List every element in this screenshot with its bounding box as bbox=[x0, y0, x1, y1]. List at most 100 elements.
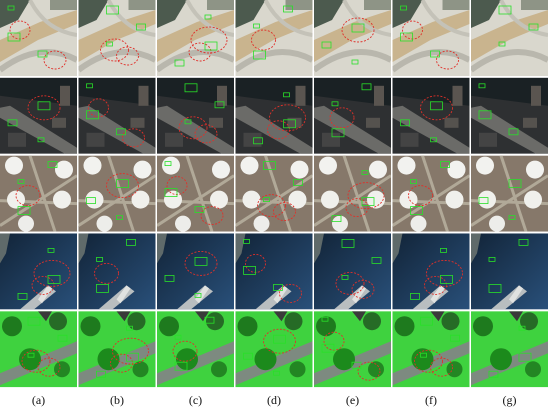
missed-detection-circle bbox=[341, 17, 375, 43]
detection-box bbox=[283, 119, 296, 129]
image-tile bbox=[314, 311, 391, 388]
detection-box bbox=[440, 247, 447, 253]
detection-box bbox=[273, 370, 280, 376]
missed-detection-circle bbox=[257, 194, 286, 218]
detection-box bbox=[174, 59, 185, 67]
detection-box bbox=[96, 370, 106, 378]
detection-box bbox=[253, 50, 266, 60]
missed-detection-circle bbox=[112, 337, 149, 365]
detection-box bbox=[17, 206, 31, 216]
image-tile bbox=[393, 0, 470, 76]
missed-detection-circle bbox=[351, 279, 375, 299]
aerial-image bbox=[392, 311, 470, 388]
missed-detection-circle bbox=[37, 357, 61, 377]
detection-box bbox=[136, 23, 146, 31]
missed-detection-circle bbox=[424, 275, 447, 295]
image-tile bbox=[157, 0, 234, 76]
detection-box bbox=[116, 128, 126, 136]
image-tile bbox=[79, 0, 156, 76]
detection-box bbox=[400, 5, 407, 11]
detection-box bbox=[204, 41, 218, 51]
missed-detection-circle bbox=[267, 120, 290, 140]
missed-detection-circle bbox=[43, 50, 67, 70]
detection-box bbox=[488, 283, 502, 293]
missed-detection-circle bbox=[110, 353, 133, 373]
image-tile bbox=[314, 0, 391, 76]
aerial-image bbox=[236, 0, 313, 76]
aerial-image bbox=[78, 155, 156, 232]
detection-box bbox=[361, 170, 369, 176]
detection-box bbox=[321, 316, 329, 322]
image-tile bbox=[78, 233, 156, 310]
image-tile bbox=[0, 155, 77, 232]
image-tile bbox=[471, 233, 548, 310]
aerial-image bbox=[314, 155, 391, 232]
aerial-image bbox=[314, 311, 391, 388]
aerial-image bbox=[471, 311, 548, 388]
detection-box bbox=[37, 101, 51, 111]
detection-box bbox=[478, 197, 489, 205]
image-tile bbox=[392, 77, 470, 154]
detection-box bbox=[96, 283, 109, 293]
detection-box bbox=[164, 274, 175, 282]
detection-box bbox=[410, 206, 423, 216]
missed-detection-circle bbox=[172, 340, 198, 362]
aerial-image bbox=[392, 155, 470, 232]
image-tile bbox=[471, 155, 548, 232]
missed-detection-circle bbox=[27, 95, 61, 121]
missed-detection-circle bbox=[100, 38, 129, 62]
detection-box bbox=[331, 128, 345, 138]
missed-detection-circle bbox=[335, 271, 365, 295]
detection-box bbox=[243, 265, 256, 275]
detection-box bbox=[400, 32, 413, 42]
missed-detection-circle bbox=[430, 357, 453, 377]
missed-detection-circle bbox=[122, 128, 145, 148]
detection-box bbox=[508, 179, 522, 189]
detection-box bbox=[214, 101, 225, 109]
aerial-image bbox=[0, 155, 77, 232]
missed-detection-circle bbox=[116, 46, 139, 66]
detection-box bbox=[57, 334, 68, 342]
detection-box bbox=[204, 14, 212, 20]
aerial-image bbox=[471, 155, 548, 232]
aerial-image bbox=[471, 77, 548, 154]
image-tile bbox=[314, 155, 391, 232]
image-tile bbox=[236, 0, 313, 76]
detection-box bbox=[106, 5, 119, 15]
detection-box bbox=[478, 110, 492, 120]
detection-box bbox=[293, 179, 303, 187]
missed-detection-circle bbox=[194, 124, 218, 144]
missed-detection-circle bbox=[420, 95, 453, 121]
aerial-image bbox=[392, 233, 470, 310]
detection-box bbox=[498, 41, 506, 47]
detection-box bbox=[430, 101, 443, 111]
detection-box bbox=[184, 83, 198, 93]
image-tile bbox=[235, 311, 313, 388]
detection-box bbox=[420, 316, 433, 326]
detection-box bbox=[243, 238, 250, 244]
aerial-image bbox=[235, 233, 313, 310]
detection-box bbox=[410, 292, 420, 300]
detection-box bbox=[126, 352, 139, 362]
missed-detection-circle bbox=[345, 198, 369, 218]
missed-detection-circle bbox=[357, 361, 381, 381]
detection-box bbox=[430, 50, 440, 58]
detection-box bbox=[17, 292, 28, 300]
missed-detection-circle bbox=[15, 185, 41, 207]
detection-box bbox=[47, 274, 61, 284]
detection-box bbox=[321, 343, 335, 353]
detection-box bbox=[341, 238, 355, 248]
missed-detection-circle bbox=[200, 206, 224, 226]
aerial-image bbox=[79, 0, 156, 76]
detection-box bbox=[194, 292, 202, 298]
detection-box bbox=[204, 316, 215, 324]
detection-box bbox=[37, 137, 45, 143]
missed-detection-circle bbox=[426, 259, 463, 287]
aerial-image bbox=[314, 77, 391, 154]
detection-box bbox=[116, 215, 123, 221]
detection-box bbox=[106, 41, 113, 47]
missed-detection-circle bbox=[279, 283, 302, 303]
missed-detection-circle bbox=[184, 250, 218, 276]
image-tile bbox=[0, 233, 77, 310]
